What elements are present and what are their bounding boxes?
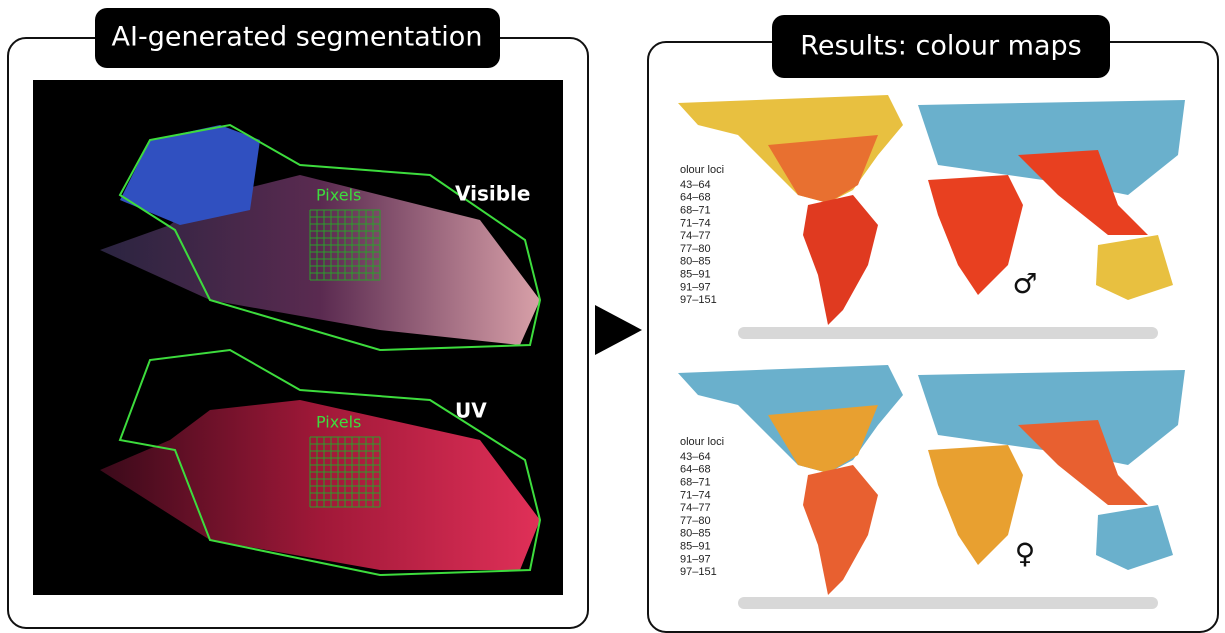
sex-symbol: ♀ [1015,537,1036,570]
label-visible: Visible [455,182,530,206]
figure: Visible UV Pixels Pixels AI-generated se… [0,0,1225,633]
legend-entry: 80–85 [680,256,711,268]
left-title: AI-generated segmentation [112,22,483,53]
legend-entry: 74–77 [680,502,711,514]
right-title: Results: colour maps [800,31,1081,62]
legend-entry: 97–151 [680,566,717,578]
pixels-label: Pixels [316,186,361,205]
legend-entry: 64–68 [680,192,711,204]
legend-title: olour loci [680,436,724,448]
legend-entry: 71–74 [680,489,711,501]
legend-title: olour loci [680,164,724,176]
legend-entry: 68–71 [680,477,711,489]
legend-entry: 85–91 [680,541,711,553]
map-male [678,95,1185,340]
map-female [678,365,1185,610]
legend-entry: 97–151 [680,294,717,306]
legend-entry: 91–97 [680,553,711,565]
legend-entry: 64–68 [680,464,711,476]
legend-entry: 80–85 [680,528,711,540]
sex-symbol: ♂ [1012,267,1037,300]
legend-entry: 74–77 [680,230,711,242]
legend-entry: 77–80 [680,515,711,527]
legend-entry: 77–80 [680,243,711,255]
legend-entry: 85–91 [680,269,711,281]
arrow [595,305,642,355]
legend-entry: 71–74 [680,217,711,229]
legend-entry: 43–64 [680,451,711,463]
legend-entry: 43–64 [680,179,711,191]
pixels-label: Pixels [316,413,361,432]
label-uv: UV [455,399,487,423]
legend-entry: 68–71 [680,205,711,217]
legend-entry: 91–97 [680,281,711,293]
